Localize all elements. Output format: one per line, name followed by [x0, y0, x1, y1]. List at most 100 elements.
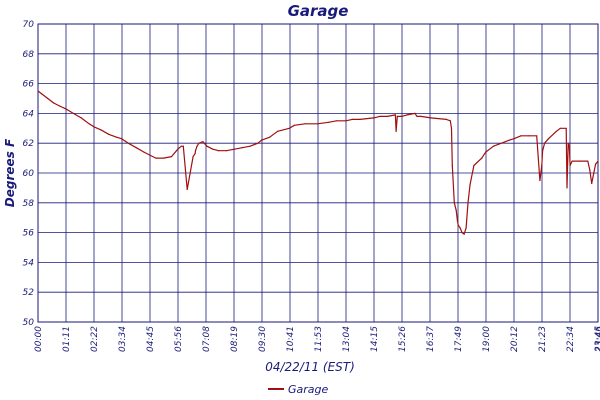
data-point	[288, 127, 290, 129]
y-tick-label: 62	[23, 139, 35, 149]
data-point	[528, 135, 530, 137]
data-point	[202, 141, 204, 143]
data-point	[100, 129, 102, 131]
x-tick-label: 08:19	[230, 326, 240, 352]
data-point	[394, 114, 396, 116]
data-point	[194, 150, 197, 152]
data-point	[469, 184, 471, 186]
data-point	[414, 112, 416, 114]
data-point	[182, 145, 184, 147]
data-point	[589, 169, 591, 171]
data-point	[121, 138, 123, 140]
data-point	[149, 154, 151, 156]
data-point	[225, 150, 228, 152]
data-point	[163, 157, 165, 159]
x-tick-label: 13:04	[342, 326, 352, 352]
x-axis-ticks: 00:00 01:11 02:22 03:34 04:45 05:56 07:08 08:19…	[34, 326, 600, 352]
data-point	[547, 138, 550, 140]
x-tick-label: 00:00	[34, 326, 44, 352]
data-point	[135, 147, 137, 149]
data-point	[212, 148, 214, 150]
data-point	[277, 130, 279, 132]
x-tick-label: 07:08	[202, 326, 212, 352]
data-point	[47, 97, 49, 100]
data-point	[508, 139, 510, 141]
y-tick-label: 50	[23, 318, 35, 328]
data-point	[595, 163, 597, 165]
data-point	[293, 124, 295, 126]
data-point	[401, 115, 403, 117]
data-point	[180, 145, 182, 147]
data-point	[192, 156, 194, 158]
data-point	[597, 160, 599, 162]
series-group	[37, 90, 599, 235]
data-point	[257, 142, 259, 144]
y-tick-label: 52	[23, 288, 35, 298]
x-tick-label: 04:45	[146, 326, 156, 352]
data-point	[492, 145, 495, 147]
data-point	[198, 142, 200, 144]
data-point	[115, 136, 118, 138]
legend: Garage	[268, 383, 329, 396]
x-tick-label: 10:41	[286, 326, 296, 352]
data-point	[559, 127, 561, 129]
y-axis-ticks: 50 52 54 56 58 60 62 64 66 68 70	[23, 20, 35, 328]
data-point	[449, 120, 451, 122]
data-point	[536, 135, 538, 137]
data-point	[555, 130, 558, 132]
data-point	[335, 120, 338, 122]
x-tick-label: 05:56	[174, 326, 184, 352]
x-tick-label: 14:15	[370, 326, 380, 352]
data-point	[170, 156, 173, 158]
grid-lines	[38, 24, 598, 322]
y-tick-label: 56	[23, 229, 35, 239]
data-point	[565, 127, 567, 129]
data-point	[465, 227, 467, 229]
data-point	[218, 150, 220, 152]
data-point	[500, 142, 502, 144]
data-point	[345, 120, 347, 122]
data-point	[304, 123, 306, 125]
data-point	[80, 117, 82, 119]
data-point	[143, 151, 145, 153]
data-point	[455, 209, 457, 211]
data-point	[539, 179, 541, 182]
data-point	[467, 202, 469, 204]
data-point	[587, 160, 589, 162]
data-point	[359, 118, 361, 120]
data-point	[453, 202, 455, 204]
x-tick-label: 11:53	[314, 326, 324, 352]
y-tick-label: 54	[23, 258, 35, 268]
y-tick-label: 64	[23, 109, 35, 119]
data-point	[566, 187, 568, 189]
data-point	[456, 220, 458, 222]
data-point	[88, 123, 90, 125]
data-point	[591, 182, 593, 184]
y-tick-label: 60	[23, 169, 35, 179]
data-point	[186, 188, 188, 190]
data-point	[541, 164, 543, 167]
data-point	[571, 160, 573, 162]
data-point	[463, 233, 465, 235]
y-axis-label: Degrees F	[3, 138, 17, 207]
data-point	[317, 123, 319, 125]
data-point	[177, 148, 179, 150]
data-point	[59, 105, 61, 107]
x-tick-label: 20:12	[510, 326, 520, 352]
data-point	[568, 145, 570, 147]
y-tick-label: 70	[23, 20, 35, 30]
data-point	[461, 232, 463, 234]
y-tick-label: 58	[23, 199, 35, 209]
data-point	[351, 118, 353, 120]
data-point	[542, 150, 544, 152]
data-point	[379, 115, 381, 117]
y-tick-label: 68	[23, 50, 35, 60]
data-point	[127, 142, 129, 144]
data-point	[579, 160, 581, 162]
data-point	[196, 145, 198, 147]
x-tick-label: 16:37	[426, 326, 436, 352]
data-point	[269, 136, 271, 138]
data-point	[481, 157, 483, 159]
data-point	[485, 151, 487, 153]
x-axis-label: 04/22/11 (EST)	[265, 360, 355, 374]
